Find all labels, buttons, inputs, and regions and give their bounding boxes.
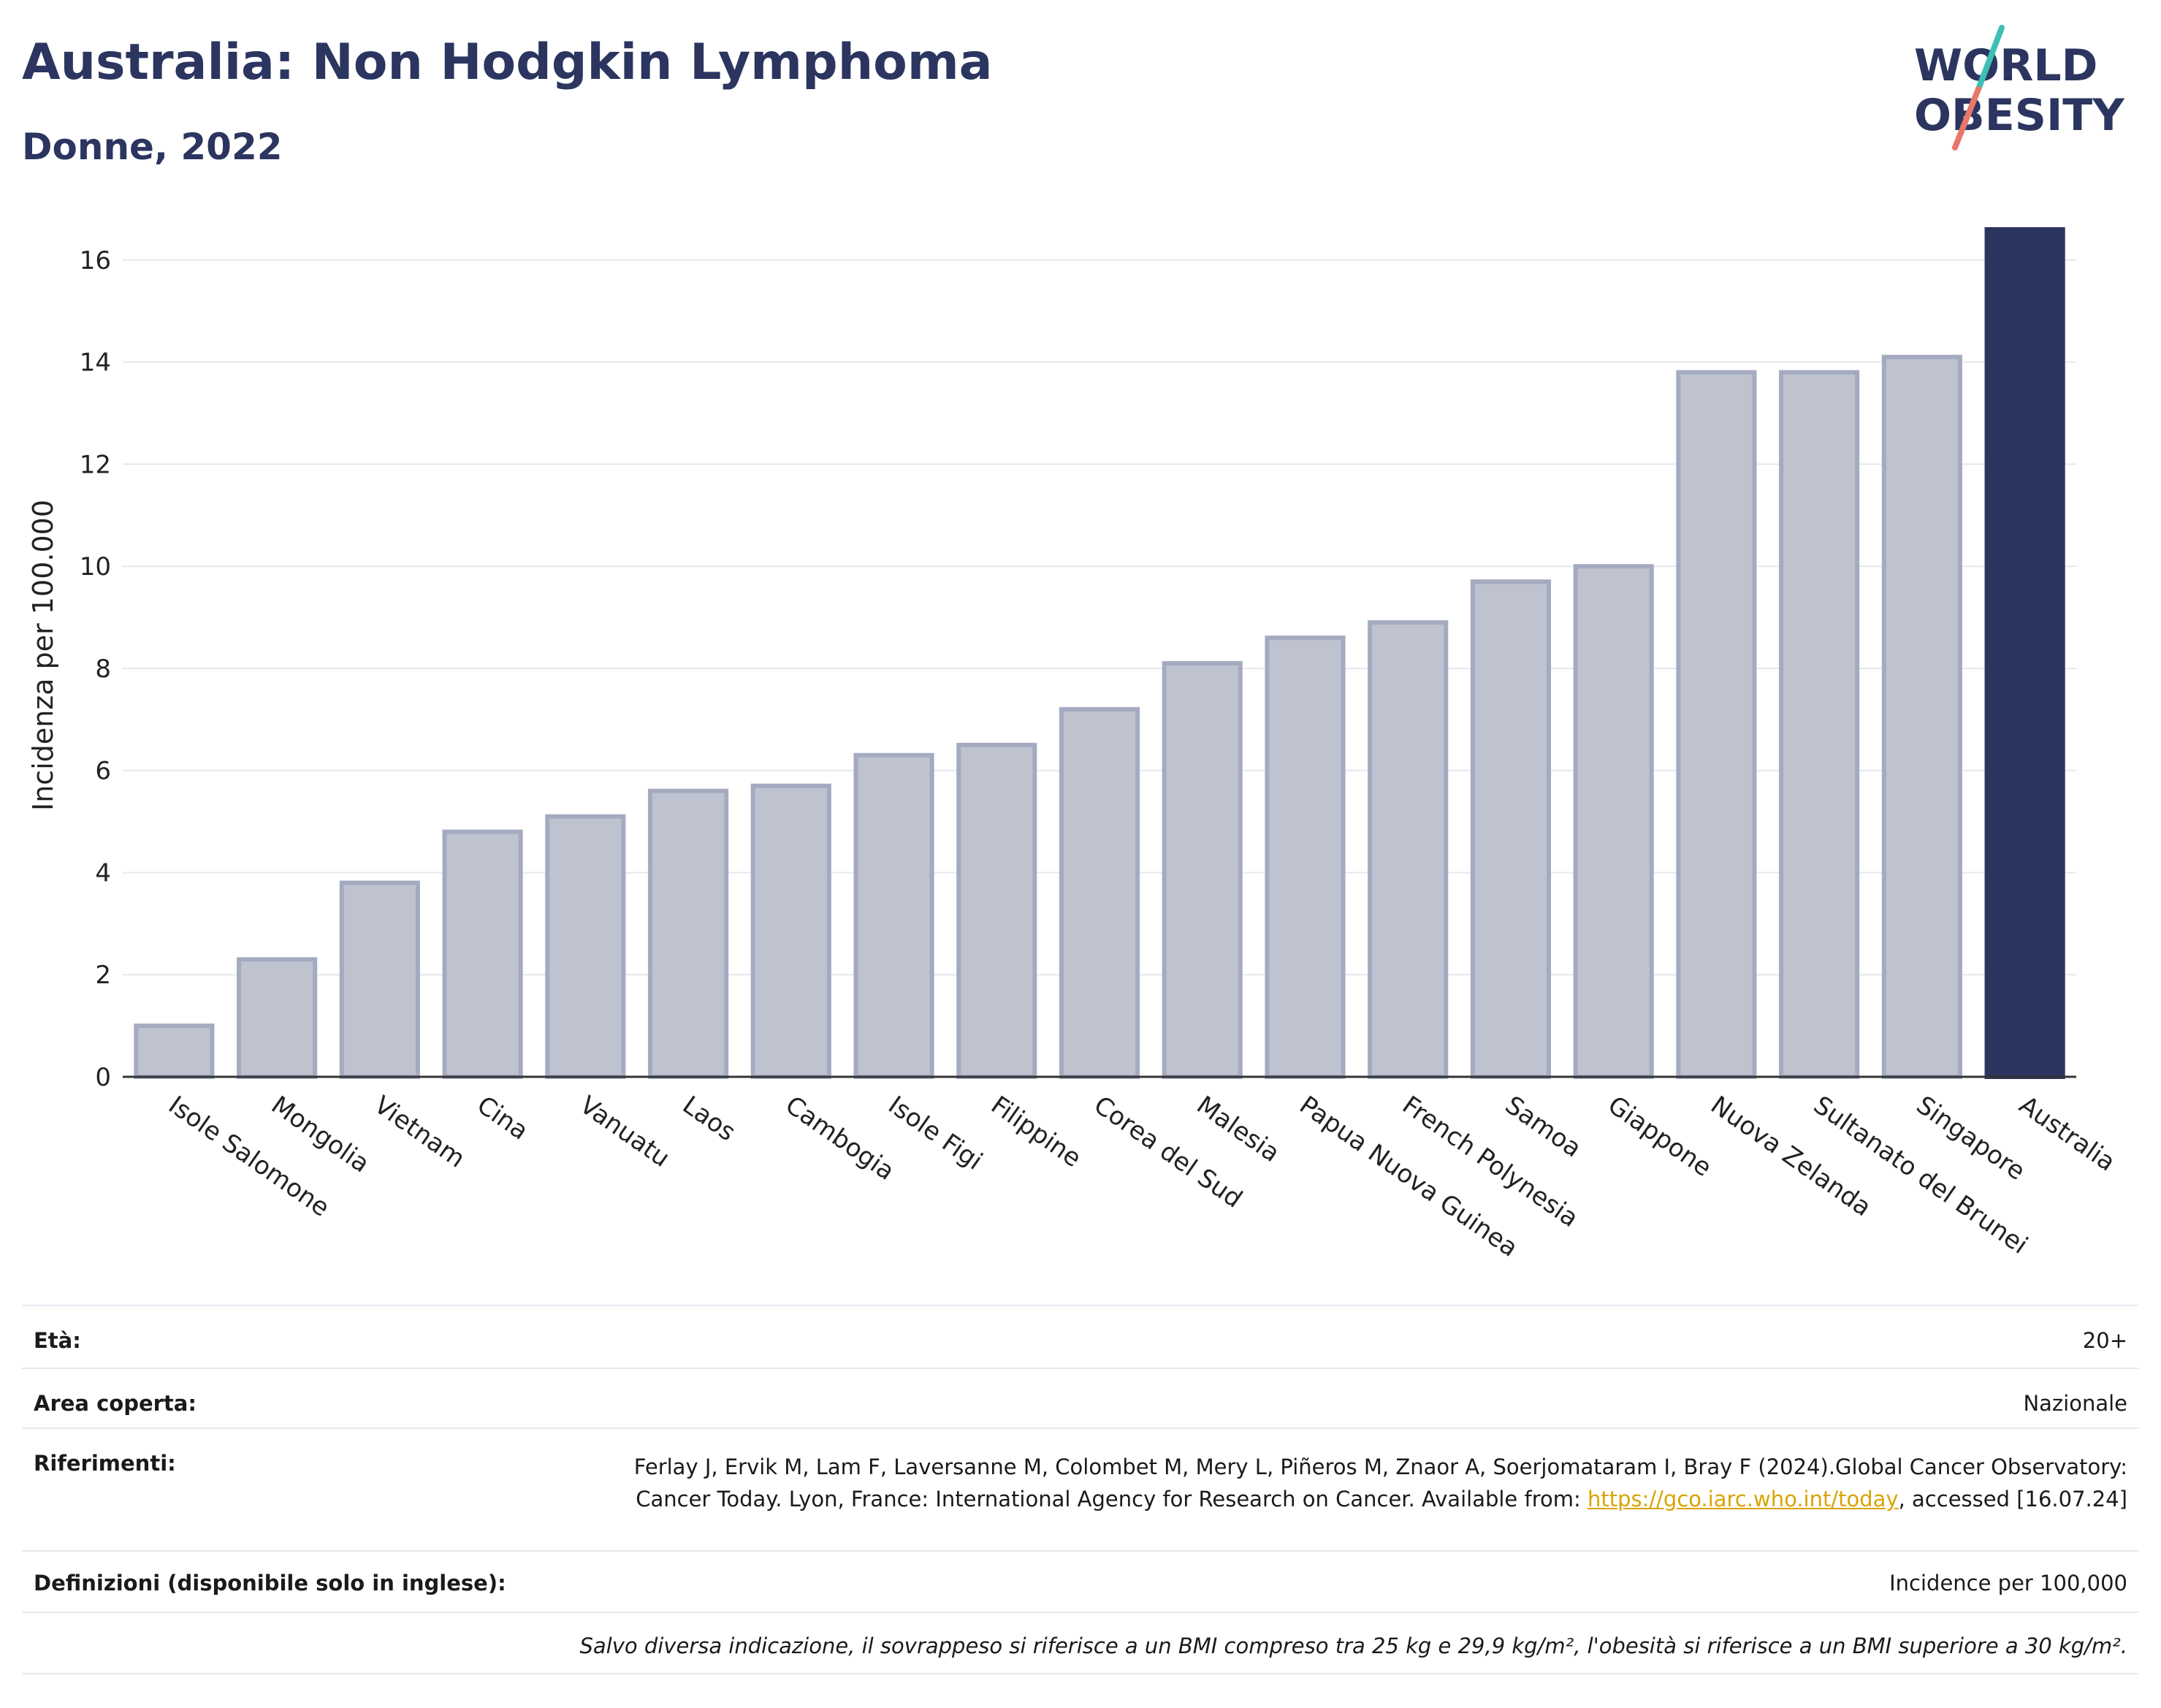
bar-singapore — [1881, 354, 1962, 1079]
x-tick-label: Giappone — [1603, 1091, 1718, 1183]
area-label: Area coperta: — [34, 1391, 197, 1416]
chart-subtitle: Donne, 2022 — [22, 126, 283, 168]
bar-sultanato-del-brunei — [1779, 370, 1860, 1079]
info-row-age: Età: 20+ — [22, 1305, 2139, 1368]
y-tick-label: 4 — [95, 858, 111, 888]
bar-cambogia — [750, 783, 831, 1080]
bmi-note: Salvo diversa indicazione, il sovrappeso… — [579, 1633, 2127, 1658]
bar-giappone — [1573, 564, 1654, 1079]
info-row-references: Riferimenti: Ferlay J, Ervik M, Lam F, L… — [22, 1427, 2139, 1550]
bar-australia — [1984, 226, 2065, 1079]
x-tick-label: Australia — [2013, 1091, 2120, 1178]
x-tick-label: Cina — [471, 1091, 533, 1146]
bar-vanuatu — [545, 814, 626, 1080]
logo-slash-coral — [1952, 86, 1981, 150]
bars — [134, 226, 2065, 1080]
y-tick-label: 16 — [80, 246, 111, 275]
age-value: 20+ — [2082, 1328, 2127, 1353]
references-link[interactable]: https://gco.iarc.who.int/today — [1587, 1487, 1899, 1511]
y-tick-label: 0 — [95, 1063, 111, 1092]
definitions-value: Incidence per 100,000 — [1889, 1571, 2127, 1595]
logo-line2: OBESITY — [1914, 90, 2125, 141]
references-label: Riferimenti: — [34, 1451, 176, 1476]
definitions-label: Definizioni (disponibile solo in inglese… — [34, 1571, 506, 1595]
y-tick-label: 6 — [95, 757, 111, 786]
bar-french-polynesia — [1368, 620, 1449, 1079]
y-tick-label: 14 — [80, 348, 111, 378]
bar-isole-figi — [853, 752, 934, 1079]
bar-mongolia — [237, 957, 318, 1079]
info-table: Età: 20+ Area coperta: Nazionale Riferim… — [22, 1305, 2139, 1674]
bar-malesia — [1162, 660, 1243, 1079]
bar-laos — [647, 788, 729, 1079]
x-tick-label: Laos — [677, 1091, 741, 1148]
info-row-note: Salvo diversa indicazione, il sovrappeso… — [22, 1612, 2139, 1674]
x-tick-label: Vanuatu — [574, 1091, 675, 1173]
x-tick-label: French Polynesia — [1397, 1091, 1584, 1234]
x-tick-label: Cambogia — [780, 1091, 900, 1186]
references-value: Ferlay J, Ervik M, Lam F, Laversanne M, … — [593, 1451, 2127, 1515]
y-axis-label: Incidenza per 100.000 — [27, 500, 59, 811]
y-tick-label: 12 — [80, 450, 111, 479]
area-value: Nazionale — [2023, 1391, 2127, 1416]
x-tick-label: Malesia — [1192, 1091, 1285, 1168]
info-row-area: Area coperta: Nazionale — [22, 1368, 2139, 1427]
bar-papua-nuova-guinea — [1265, 636, 1346, 1079]
references-text: Ferlay J, Ervik M, Lam F, Laversanne M, … — [633, 1455, 2127, 1511]
references-suffix: , accessed [16.07.24] — [1898, 1487, 2127, 1511]
bar-isole-salomone — [134, 1023, 215, 1079]
x-tick-label: Filippine — [986, 1091, 1086, 1173]
bar-corea-del-sud — [1059, 706, 1140, 1079]
bar-cina — [442, 829, 523, 1079]
chart-title: Australia: Non Hodgkin Lymphoma — [22, 34, 993, 91]
x-tick-label: Samoa — [1500, 1091, 1587, 1164]
y-tick-label: 8 — [95, 655, 111, 684]
logo-line1: WORLD — [1914, 40, 2097, 91]
bar-samoa — [1470, 579, 1552, 1079]
world-obesity-logo: WORLD OBESITY — [1914, 25, 2125, 150]
y-axis-ticks: 0 2 4 6 8 10 12 14 16 — [80, 246, 111, 1092]
info-row-definitions: Definizioni (disponibile solo in inglese… — [22, 1550, 2139, 1612]
y-tick-label: 2 — [95, 961, 111, 990]
bar-filippine — [956, 742, 1037, 1079]
age-label: Età: — [34, 1328, 81, 1353]
logo-slash-teal — [1975, 25, 2005, 92]
bar-vietnam — [339, 880, 420, 1079]
x-tick-label: Vietnam — [369, 1091, 470, 1174]
y-tick-label: 10 — [80, 552, 111, 582]
bar-nuova-zelanda — [1676, 370, 1757, 1079]
